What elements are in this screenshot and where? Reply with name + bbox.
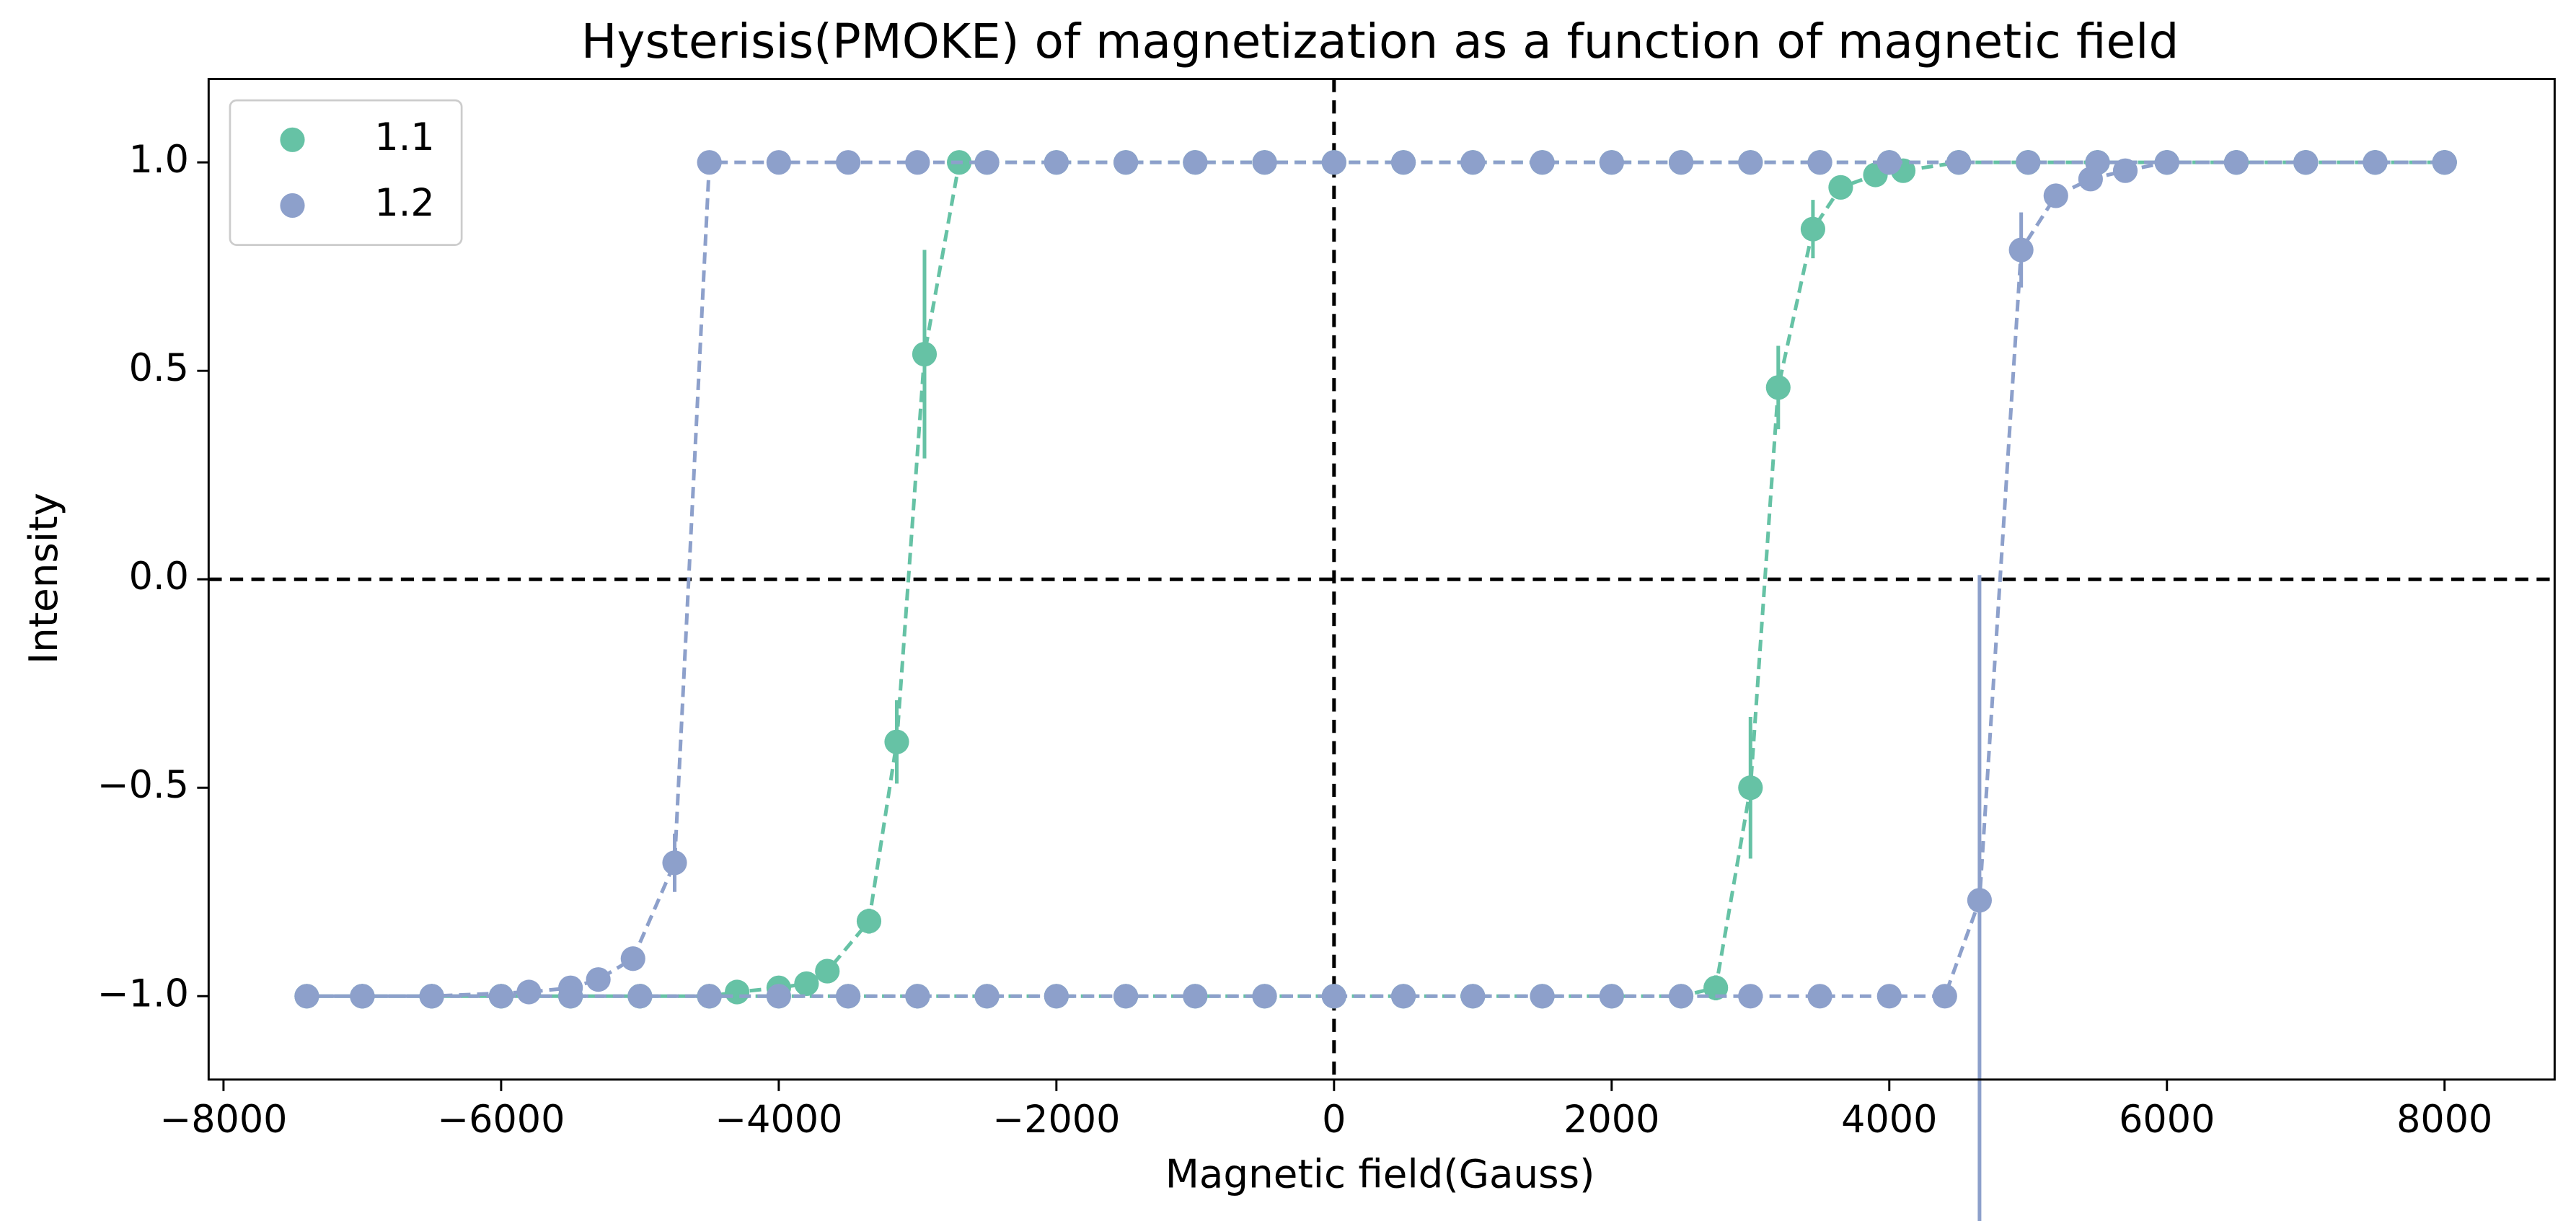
legend: 1.1 1.2 (229, 99, 463, 246)
y-tick-label: −1.0 (97, 971, 189, 1015)
data-point (1738, 984, 1763, 1009)
data-point (2043, 183, 2068, 208)
data-point (1668, 984, 1694, 1009)
data-point (586, 967, 611, 992)
data-point (1807, 984, 1832, 1009)
data-point (1765, 375, 1791, 400)
data-point (620, 946, 645, 971)
data-point (725, 979, 750, 1005)
data-point (884, 729, 909, 754)
data-point (1390, 150, 1416, 175)
data-point (974, 150, 1000, 175)
x-tick-label: −4000 (715, 1098, 842, 1142)
y-axis-label: Intensity (20, 493, 66, 664)
data-point (815, 958, 840, 984)
data-point (1113, 984, 1139, 1009)
data-point (1113, 150, 1139, 175)
data-point (294, 984, 319, 1009)
data-point (1703, 975, 1729, 1000)
data-point (1460, 984, 1486, 1009)
data-point (1390, 984, 1416, 1009)
data-point (2016, 150, 2041, 175)
legend-marker (280, 127, 305, 152)
legend-label: 1.1 (374, 115, 434, 159)
x-tick-label: 6000 (2119, 1098, 2215, 1142)
data-point (1738, 150, 1763, 175)
chart-title: Hysterisis(PMOKE) of magnetization as a … (581, 14, 2179, 69)
data-point (662, 850, 687, 876)
x-tick-label: −2000 (992, 1098, 1120, 1142)
data-point (836, 984, 861, 1009)
data-point (516, 979, 542, 1005)
data-point (1321, 984, 1346, 1009)
y-tick-label: 0.5 (129, 346, 189, 390)
data-point (1252, 150, 1277, 175)
data-point (1932, 984, 1957, 1009)
data-point (794, 971, 819, 997)
legend-label: 1.2 (374, 181, 434, 225)
data-point (350, 984, 375, 1009)
data-point (1668, 150, 1694, 175)
series (294, 150, 2457, 1221)
x-tick-label: 0 (1322, 1098, 1346, 1142)
data-point (1807, 150, 1832, 175)
x-tick-label: 4000 (1841, 1098, 1937, 1142)
data-point (1738, 775, 1763, 801)
data-point (2363, 150, 2388, 175)
data-point (1946, 150, 1972, 175)
data-point (1321, 150, 1346, 175)
y-tick-label: −0.5 (97, 763, 189, 807)
data-point (2154, 150, 2179, 175)
data-point (1599, 150, 1624, 175)
data-point (1044, 150, 1069, 175)
data-point (697, 984, 722, 1009)
x-tick-label: −8000 (159, 1098, 287, 1142)
data-point (1800, 216, 1825, 242)
data-point (905, 150, 930, 175)
data-point (1530, 984, 1555, 1009)
data-point (558, 984, 583, 1009)
data-point (912, 341, 938, 367)
data-point (836, 150, 861, 175)
y-tick-label: 1.0 (129, 138, 189, 182)
x-tick-label: 8000 (2396, 1098, 2492, 1142)
x-tick-label: 2000 (1563, 1098, 1659, 1142)
data-point (1876, 150, 1902, 175)
data-point (2078, 167, 2103, 192)
data-point (905, 984, 930, 1009)
data-point (488, 984, 513, 1009)
series-line (306, 160, 2445, 998)
data-point (1183, 984, 1208, 1009)
x-axis-label: Magnetic field(Gauss) (1165, 1150, 1595, 1196)
data-point (1252, 984, 1277, 1009)
data-point (766, 150, 791, 175)
data-point (1530, 150, 1555, 175)
data-point (697, 150, 722, 175)
data-point (1876, 984, 1902, 1009)
data-point (1599, 984, 1624, 1009)
data-point (2008, 237, 2034, 263)
data-point (2432, 150, 2457, 175)
data-point (1183, 150, 1208, 175)
legend-marker (280, 193, 305, 219)
data-point (974, 984, 1000, 1009)
y-tick-label: 0.0 (129, 555, 189, 599)
data-point (1967, 888, 1992, 913)
plot-frame (207, 78, 2556, 1081)
data-point (856, 909, 882, 934)
data-point (627, 984, 653, 1009)
data-point (1828, 175, 1853, 200)
data-point (419, 984, 444, 1009)
data-point (1044, 984, 1069, 1009)
data-point (766, 984, 791, 1009)
data-point (1460, 150, 1486, 175)
data-point (2223, 150, 2249, 175)
x-tick-label: −6000 (437, 1098, 565, 1142)
data-point (2293, 150, 2319, 175)
data-point (2112, 158, 2138, 183)
